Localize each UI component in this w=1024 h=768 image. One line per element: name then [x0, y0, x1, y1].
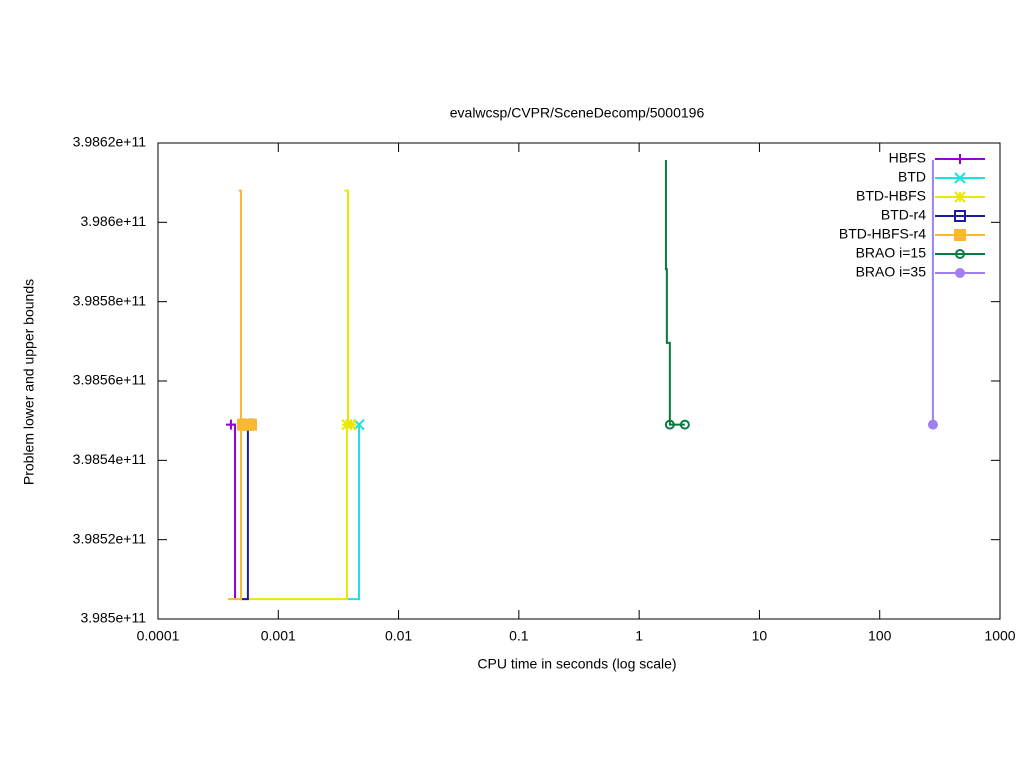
- y-axis-label: Problem lower and upper bounds: [21, 279, 37, 485]
- marker: [225, 419, 236, 430]
- y-tick-label: 3.9862e+11: [73, 134, 147, 150]
- x-axis-label: CPU time in seconds (log scale): [477, 656, 676, 672]
- marker: [679, 419, 690, 430]
- marker: [927, 419, 938, 430]
- legend-marker: [954, 191, 966, 203]
- legend-label: BTD: [898, 169, 926, 185]
- legend-marker: [954, 229, 966, 241]
- marker: [244, 418, 257, 431]
- marker: [664, 419, 675, 430]
- x-tick-label: 100: [868, 628, 892, 644]
- series-line: [241, 189, 350, 601]
- series-line: [228, 189, 243, 601]
- legend-marker: [955, 268, 965, 278]
- legend-label: BTD-HBFS: [856, 188, 926, 204]
- y-tick-label: 3.9856e+11: [73, 372, 147, 388]
- x-tick-label: 1000: [984, 628, 1015, 644]
- y-tick-label: 3.9852e+11: [73, 530, 147, 546]
- series-line: [241, 424, 249, 601]
- legend-marker: [954, 210, 966, 222]
- legend-label: BTD-r4: [881, 207, 926, 223]
- series-line: [346, 424, 361, 601]
- y-tick-label: 3.9858e+11: [73, 292, 147, 308]
- legend-label: BRAO i=35: [856, 264, 927, 280]
- legend-label: BTD-HBFS-r4: [839, 226, 926, 242]
- y-tick-label: 3.985e+11: [80, 610, 146, 626]
- x-tick-label: 0.0001: [137, 628, 180, 644]
- x-tick-label: 1: [635, 628, 643, 644]
- y-tick-label: 3.9854e+11: [73, 451, 147, 467]
- legend-label: HBFS: [889, 150, 926, 166]
- chart-title: evalwcsp/CVPR/SceneDecomp/5000196: [450, 105, 705, 121]
- y-tick-label: 3.986e+11: [80, 213, 146, 229]
- legend-label: BRAO i=15: [856, 245, 927, 261]
- legend-marker: [954, 172, 966, 184]
- series-line: [664, 160, 685, 426]
- x-tick-label: 0.1: [509, 628, 529, 644]
- legend-marker: [955, 249, 965, 259]
- x-tick-label: 0.01: [385, 628, 412, 644]
- marker: [345, 418, 357, 431]
- x-tick-label: 10: [752, 628, 768, 644]
- legend-marker: [955, 154, 965, 164]
- x-tick-label: 0.001: [261, 628, 296, 644]
